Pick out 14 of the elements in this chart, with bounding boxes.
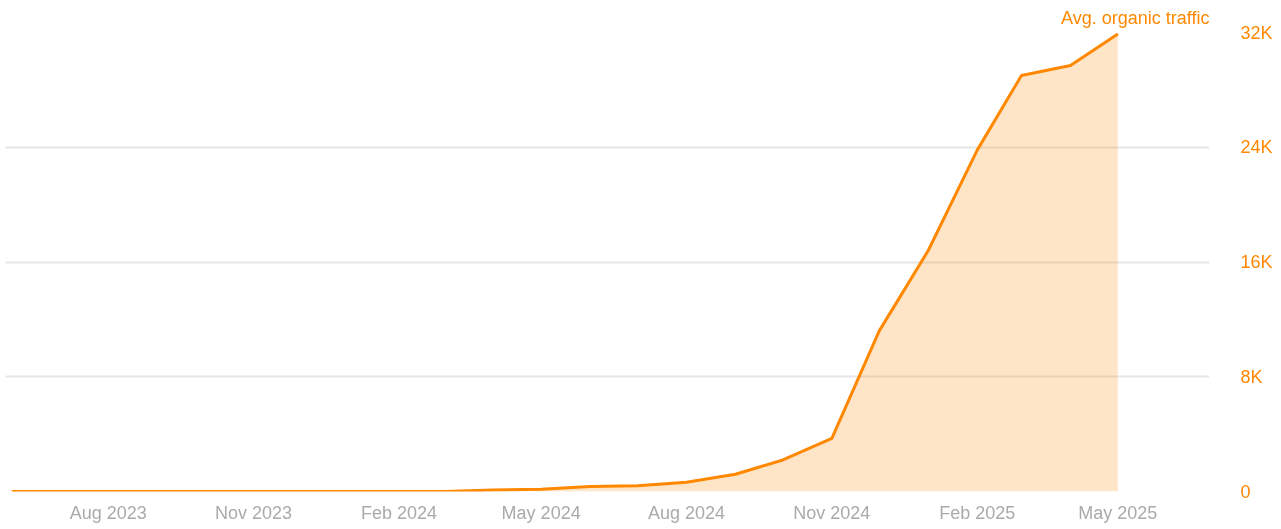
x-tick-label: Nov 2024: [793, 502, 871, 523]
y-tick-label: 8K: [1240, 366, 1263, 387]
x-tick-label: Nov 2023: [215, 502, 293, 523]
x-tick-label: Aug 2024: [647, 502, 726, 523]
x-tick-label: May 2024: [501, 502, 581, 523]
y-tick-label: 16K: [1240, 252, 1273, 272]
x-tick-label: Feb 2024: [360, 502, 437, 523]
y-tick-label: 32K: [1240, 22, 1273, 43]
y-tick-label: 24K: [1240, 137, 1273, 158]
y-axis-title: Avg. organic traffic: [1061, 7, 1210, 28]
x-tick-label: May 2025: [1078, 502, 1158, 523]
y-tick-label: 0: [1240, 481, 1251, 502]
x-tick-label: Feb 2025: [939, 502, 1016, 523]
x-tick-label: Aug 2023: [69, 502, 147, 523]
